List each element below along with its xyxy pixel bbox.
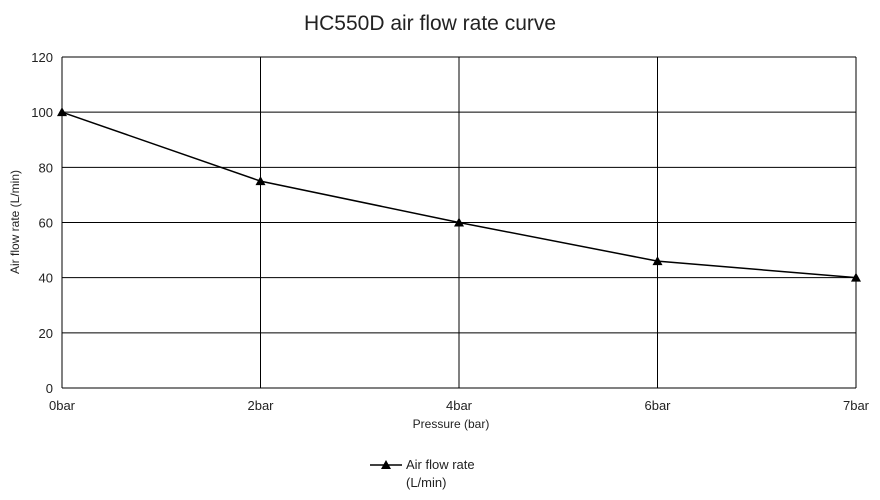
x-tick-label: 0bar: [49, 398, 76, 413]
x-tick-label: 4bar: [446, 398, 473, 413]
x-tick-label: 2bar: [247, 398, 274, 413]
x-tick-label: 6bar: [644, 398, 671, 413]
chart-title: HC550D air flow rate curve: [304, 12, 556, 35]
data-point-marker: [851, 272, 861, 282]
data-point-marker: [652, 256, 663, 266]
y-axis-label: Air flow rate (L/min): [8, 170, 22, 274]
y-tick-label: 0: [46, 381, 53, 396]
data-point-marker: [57, 107, 67, 117]
y-tick-label: 120: [31, 50, 53, 65]
y-tick-label: 80: [39, 160, 53, 175]
y-tick-label: 20: [39, 326, 53, 341]
data-point-marker: [255, 176, 266, 186]
series-air-flow-rate: [57, 107, 861, 282]
grid: [61, 56, 857, 389]
x-tick-label: 7bar: [843, 398, 870, 413]
y-axis-ticks: 0 20 40 60 80 100 120: [31, 50, 53, 396]
y-tick-label: 40: [39, 271, 53, 286]
y-tick-label: 60: [39, 216, 53, 231]
legend: Air flow rate (L/min): [370, 457, 475, 490]
data-point-marker: [454, 217, 464, 227]
y-tick-label: 100: [31, 105, 53, 120]
legend-label-line-1: Air flow rate: [406, 457, 475, 472]
x-axis-ticks: 0bar 2bar 4bar 6bar 7bar: [49, 398, 870, 413]
legend-marker-triangle: [381, 460, 391, 469]
x-axis-label: Pressure (bar): [413, 417, 490, 431]
legend-label-line-2: (L/min): [406, 475, 446, 490]
